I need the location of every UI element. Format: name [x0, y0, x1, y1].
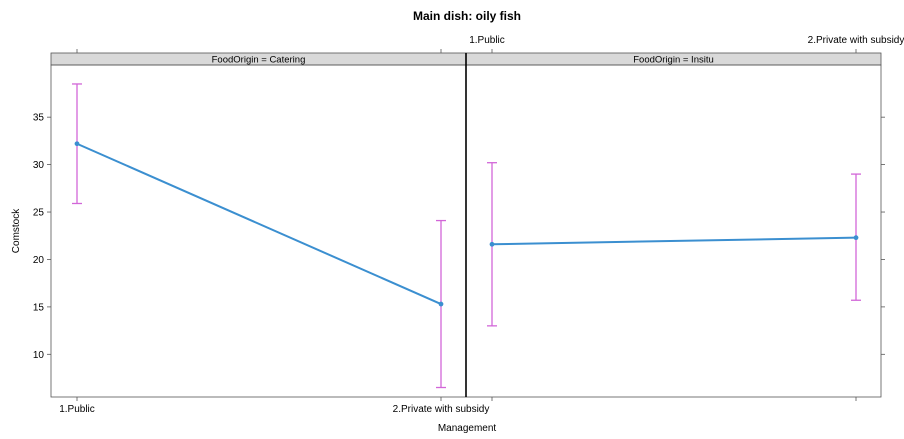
x-axis-title: Management [438, 423, 497, 434]
panel-2-point-1 [489, 241, 495, 247]
y-axis-title: Comstock [11, 208, 22, 253]
panel-1-point-1 [74, 141, 80, 147]
panel-2-point-2 [853, 235, 859, 241]
bottom-x-tick-label-private: 2.Private with subsidy [393, 404, 490, 415]
y-tick-label-2: 15 [33, 302, 45, 313]
chart-title: Main dish: oily fish [413, 9, 521, 23]
y-tick-label-5: 30 [33, 160, 45, 171]
panel-1-strip-label: FoodOrigin = Catering [212, 55, 306, 66]
y-tick-label-4: 25 [33, 208, 45, 219]
y-tick-label-6: 35 [33, 113, 45, 124]
y-axis: 10 15 20 25 30 35 [33, 113, 885, 361]
panel-2-series-line [491, 236, 857, 246]
panels-group: FoodOrigin = Catering FoodOrigin = Insitu [50, 49, 882, 401]
panel-2-strip-label: FoodOrigin = Insitu [633, 55, 714, 66]
y-tick-label-3: 20 [33, 255, 45, 266]
panel-1-series-line [76, 142, 442, 305]
panel-1-point-2 [438, 301, 444, 307]
top-x-tick-label-private: 2.Private with subsidy [808, 35, 904, 46]
bottom-x-tick-label-public: 1.Public [59, 404, 95, 415]
panel-2-frame [465, 64, 882, 398]
panel-1-frame [50, 64, 467, 398]
top-x-tick-label-public: 1.Public [469, 35, 505, 46]
y-tick-label-1: 10 [33, 350, 45, 361]
